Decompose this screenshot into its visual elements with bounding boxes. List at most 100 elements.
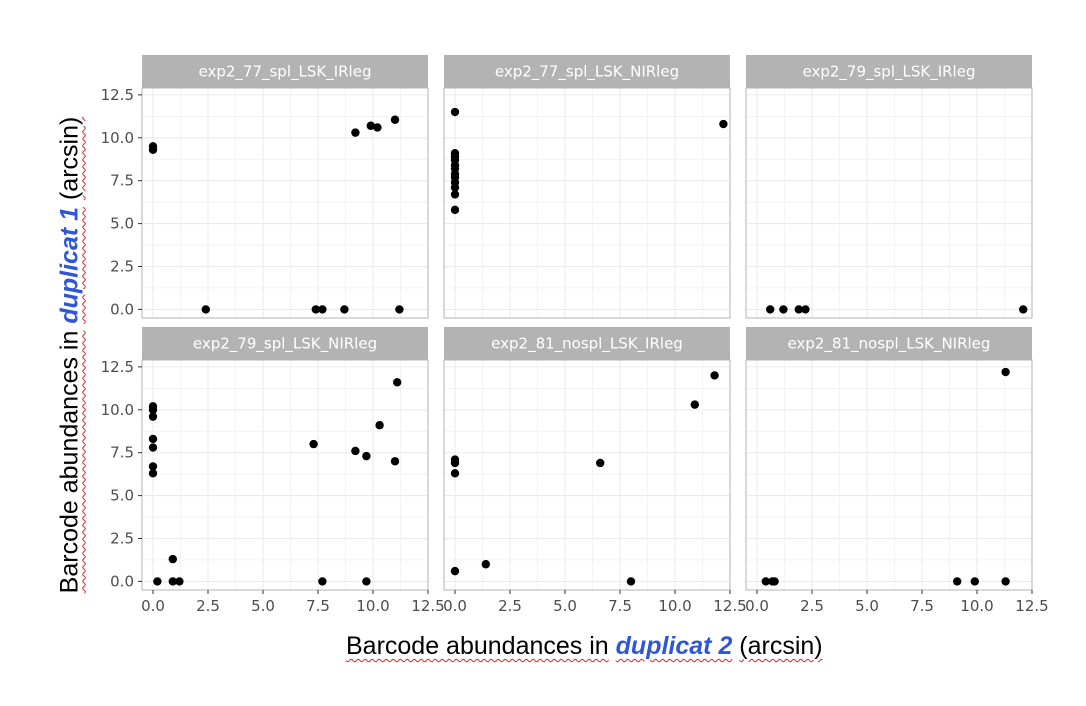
facet-strip-title: exp2_79_spl_LSK_IRleg	[803, 63, 976, 82]
panel-background	[142, 88, 428, 318]
y-tick-label: 10.0	[101, 129, 134, 147]
facet-strip-title: exp2_81_nospl_LSK_IRleg	[491, 335, 683, 354]
panel-border	[141, 359, 429, 591]
facet-strip-title: exp2_79_spl_LSK_NIRleg	[193, 335, 377, 354]
x-tick-label: 5.0	[553, 597, 577, 615]
x-axis-title-emphasis: duplicat 2	[615, 632, 733, 660]
data-point	[1019, 305, 1028, 314]
x-tick-label: 7.5	[608, 597, 632, 615]
data-point	[362, 451, 371, 461]
facet-panel: exp2_79_spl_LSK_NIRleg 0.0 2.5 5.0 7.5 10.0 12…	[101, 327, 445, 615]
data-point	[351, 446, 360, 456]
data-point	[779, 305, 788, 314]
panel-border	[443, 359, 731, 591]
x-tick-label: 12.5	[411, 597, 444, 615]
data-point	[390, 115, 400, 124]
y-tick-label: 0.0	[110, 572, 134, 590]
data-point	[710, 371, 719, 380]
y-axis-title-emphasis: duplicat 1	[55, 206, 84, 324]
facet-panel: exp2_81_nospl_LSK_IRleg 0.0 2.5 5.0 7.5 10.0 1…	[443, 327, 747, 615]
data-point	[596, 458, 605, 468]
data-point	[318, 577, 327, 586]
data-point	[153, 577, 162, 586]
panel-background	[142, 360, 428, 590]
data-point	[340, 305, 349, 314]
data-point	[148, 412, 158, 421]
data-point	[309, 439, 318, 449]
data-point	[148, 434, 158, 444]
data-point	[690, 400, 699, 409]
data-point	[148, 443, 158, 452]
data-point	[450, 566, 460, 576]
x-tick-label: 7.5	[306, 597, 330, 615]
y-tick-label: 0.0	[110, 300, 134, 318]
facet-strip-title: exp2_77_spl_LSK_IRleg	[199, 63, 372, 82]
x-tick-label: 0.0	[443, 597, 467, 615]
facet-panel: exp2_81_nospl_LSK_NIRleg 0.0 2.5 5.0 7.5 10.0…	[745, 327, 1049, 615]
data-point	[362, 577, 371, 586]
x-tick-label: 0.0	[141, 597, 165, 615]
x-tick-label: 10.0	[658, 597, 691, 615]
data-point	[450, 205, 460, 215]
x-tick-label: 2.5	[498, 597, 522, 615]
y-tick-label: 5.0	[110, 215, 134, 233]
y-tick-label: 2.5	[110, 258, 134, 276]
panel-background	[746, 360, 1032, 590]
panel-background	[746, 88, 1032, 318]
facet-panel: exp2_79_spl_LSK_IRleg	[745, 55, 1033, 319]
data-point	[148, 462, 158, 471]
y-tick-label: 12.5	[101, 86, 134, 104]
x-tick-label: 12.5	[713, 597, 746, 615]
y-tick-label: 12.5	[101, 358, 134, 376]
panel-background	[444, 88, 730, 318]
data-point	[450, 469, 460, 478]
x-tick-label: 10.0	[960, 597, 993, 615]
data-point	[375, 421, 384, 430]
x-tick-label: 7.5	[910, 597, 934, 615]
facet-strip	[142, 327, 428, 360]
data-point	[373, 123, 382, 132]
data-point	[761, 577, 770, 586]
data-point	[770, 577, 779, 586]
x-tick-label: 0.0	[745, 597, 769, 615]
panel-border	[443, 87, 731, 319]
data-point	[801, 305, 810, 314]
data-point	[318, 305, 327, 314]
facet-panel: exp2_77_spl_LSK_NIRleg	[443, 55, 731, 319]
x-axis-title: Barcode abundances in duplicat 2 (arcsin…	[346, 632, 823, 661]
x-tick-label: 12.5	[1015, 597, 1048, 615]
data-point	[1001, 367, 1010, 377]
data-point	[311, 305, 320, 314]
y-tick-label: 7.5	[110, 444, 134, 462]
data-point	[393, 378, 402, 387]
data-point	[626, 577, 636, 586]
data-point	[450, 458, 460, 468]
data-point	[175, 577, 184, 586]
data-point	[766, 305, 775, 314]
y-tick-label: 5.0	[110, 487, 134, 505]
data-point	[148, 145, 158, 154]
y-tick-label: 7.5	[110, 172, 134, 190]
y-tick-label: 10.0	[101, 401, 134, 419]
panel-background	[444, 360, 730, 590]
panel-border	[141, 87, 429, 319]
y-axis-title-prefix: Barcode abundances in	[55, 330, 84, 594]
data-point	[395, 305, 404, 314]
data-point	[450, 107, 460, 117]
facet-strip	[746, 55, 1032, 88]
panel-border	[745, 359, 1033, 591]
facet-strip	[142, 55, 428, 88]
x-tick-label: 10.0	[356, 597, 389, 615]
data-point	[794, 305, 803, 314]
y-axis-title-suffix: (arcsin)	[55, 116, 84, 201]
data-point	[201, 305, 210, 314]
data-point	[481, 560, 490, 569]
facet-strip	[746, 327, 1032, 360]
facet-strip-title: exp2_77_spl_LSK_NIRleg	[495, 63, 679, 82]
data-point	[970, 577, 979, 586]
data-point	[168, 554, 177, 564]
data-point	[168, 577, 177, 586]
x-tick-label: 2.5	[800, 597, 824, 615]
x-axis-title-suffix: (arcsin)	[739, 632, 823, 660]
